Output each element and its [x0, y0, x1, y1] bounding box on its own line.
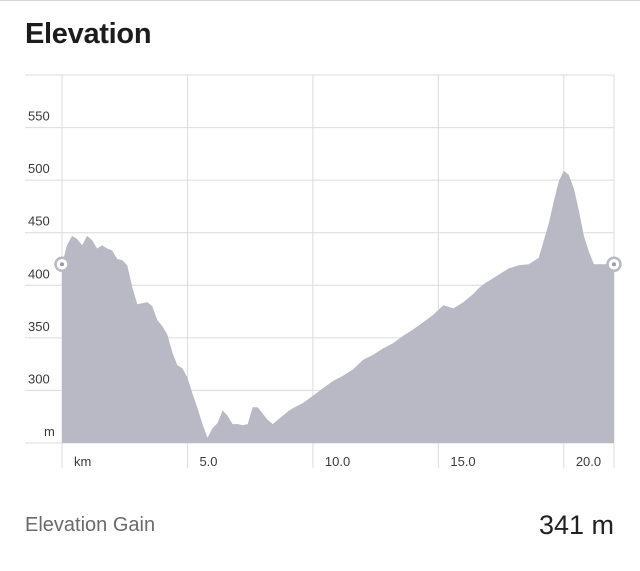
elevation-gain-label: Elevation Gain: [25, 514, 156, 536]
endpoint-marker-dot: [612, 262, 616, 267]
top-divider: [0, 0, 640, 1]
x-axis-unit: km: [74, 454, 91, 469]
elevation-gain-value: 341 m: [538, 510, 614, 540]
y-tick-label: 500: [28, 161, 50, 176]
x-tick-label: 5.0: [199, 454, 217, 469]
x-tick-label: 15.0: [450, 454, 475, 469]
y-tick-label: 550: [28, 109, 50, 124]
marker-layer: [54, 256, 622, 273]
elevation-area: [62, 170, 614, 443]
y-axis-unit: m: [44, 424, 55, 439]
x-tick-label: 20.0: [576, 454, 601, 469]
y-tick-label: 300: [28, 371, 50, 386]
elevation-chart: 300 350 400 450 500 550 5.0 10.0 15.0 20.0 m km: [25, 74, 622, 469]
y-tick-label: 450: [28, 214, 50, 229]
page-title: Elevation: [25, 18, 152, 50]
y-tick-label: 400: [28, 266, 50, 281]
elevation-gain-row: Elevation Gain 341 m: [0, 500, 640, 550]
y-tick-label: 350: [28, 319, 50, 334]
x-tick-label: 10.0: [325, 454, 350, 469]
endpoint-marker-dot: [60, 262, 64, 267]
label-layer: 300 350 400 450 500 550 5.0 10.0 15.0 20.0 m km: [28, 109, 601, 469]
